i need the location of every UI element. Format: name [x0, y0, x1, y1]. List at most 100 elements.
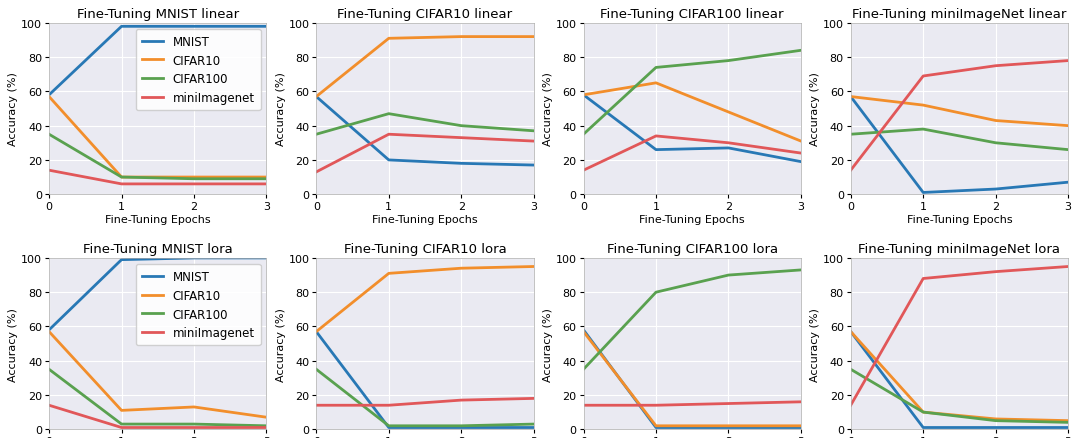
miniImagenet [188, 182, 201, 187]
CIFAR10 [795, 423, 808, 428]
miniImagenet [917, 276, 930, 282]
MNIST [989, 187, 1002, 192]
Line: CIFAR100: CIFAR100 [851, 369, 1068, 422]
CIFAR10 [310, 95, 323, 100]
Title: Fine-Tuning CIFAR10 lora: Fine-Tuning CIFAR10 lora [343, 243, 507, 256]
Line: CIFAR100: CIFAR100 [583, 51, 801, 135]
MNIST [723, 425, 735, 430]
CIFAR100 [723, 273, 735, 278]
CIFAR100 [1062, 420, 1075, 425]
Y-axis label: Accuracy (%): Accuracy (%) [9, 307, 18, 381]
miniImagenet [577, 403, 590, 408]
CIFAR100 [723, 59, 735, 64]
CIFAR100 [917, 410, 930, 415]
miniImagenet [723, 141, 735, 146]
Title: Fine-Tuning MNIST lora: Fine-Tuning MNIST lora [83, 243, 232, 256]
CIFAR10 [577, 329, 590, 335]
miniImagenet [723, 401, 735, 406]
CIFAR10 [260, 415, 273, 420]
CIFAR100 [989, 418, 1002, 423]
Line: MNIST: MNIST [316, 332, 534, 427]
MNIST [310, 95, 323, 100]
Line: CIFAR100: CIFAR100 [583, 270, 801, 369]
CIFAR100 [845, 367, 858, 372]
Line: miniImagenet: miniImagenet [316, 399, 534, 405]
Title: Fine-Tuning miniImageNet lora: Fine-Tuning miniImageNet lora [859, 243, 1061, 256]
MNIST [455, 161, 468, 166]
miniImagenet [649, 134, 662, 139]
MNIST [795, 159, 808, 165]
Line: CIFAR10: CIFAR10 [851, 332, 1068, 420]
X-axis label: Fine-Tuning Epochs: Fine-Tuning Epochs [373, 215, 477, 224]
miniImagenet [1062, 264, 1075, 269]
MNIST [1062, 180, 1075, 185]
CIFAR10 [382, 271, 395, 276]
miniImagenet [260, 182, 273, 187]
CIFAR100 [382, 423, 395, 428]
Line: CIFAR10: CIFAR10 [851, 97, 1068, 127]
Line: MNIST: MNIST [316, 97, 534, 166]
CIFAR100 [1062, 148, 1075, 153]
CIFAR10 [649, 423, 662, 428]
miniImagenet [795, 151, 808, 156]
CIFAR100 [455, 423, 468, 428]
MNIST [260, 25, 273, 30]
Line: CIFAR100: CIFAR100 [49, 135, 267, 179]
CIFAR10 [845, 95, 858, 100]
Title: Fine-Tuning MNIST linear: Fine-Tuning MNIST linear [77, 8, 239, 21]
CIFAR10 [989, 417, 1002, 422]
Y-axis label: Accuracy (%): Accuracy (%) [543, 307, 553, 381]
miniImagenet [382, 403, 395, 408]
MNIST [310, 329, 323, 335]
Y-axis label: Accuracy (%): Accuracy (%) [543, 72, 553, 146]
Line: miniImagenet: miniImagenet [49, 171, 267, 184]
CIFAR10 [116, 175, 129, 180]
MNIST [188, 25, 201, 30]
Line: CIFAR100: CIFAR100 [316, 369, 534, 426]
miniImagenet [917, 74, 930, 79]
CIFAR10 [188, 175, 201, 180]
CIFAR100 [116, 175, 129, 180]
CIFAR100 [649, 290, 662, 295]
MNIST [989, 425, 1002, 430]
CIFAR10 [455, 35, 468, 40]
CIFAR100 [42, 132, 55, 138]
Line: CIFAR10: CIFAR10 [49, 97, 267, 178]
MNIST [649, 425, 662, 430]
CIFAR10 [723, 110, 735, 115]
CIFAR100 [188, 177, 201, 182]
MNIST [260, 256, 273, 261]
Title: Fine-Tuning CIFAR100 lora: Fine-Tuning CIFAR100 lora [607, 243, 778, 256]
Line: MNIST: MNIST [49, 258, 267, 330]
miniImagenet [527, 139, 540, 145]
miniImagenet [116, 182, 129, 187]
X-axis label: Fine-Tuning Epochs: Fine-Tuning Epochs [105, 215, 211, 224]
MNIST [845, 329, 858, 335]
CIFAR100 [795, 49, 808, 54]
Line: CIFAR100: CIFAR100 [49, 369, 267, 426]
CIFAR100 [260, 423, 273, 428]
Y-axis label: Accuracy (%): Accuracy (%) [810, 307, 820, 381]
miniImagenet [989, 269, 1002, 275]
CIFAR100 [382, 112, 395, 117]
Line: miniImagenet: miniImagenet [851, 61, 1068, 171]
CIFAR100 [455, 124, 468, 129]
CIFAR10 [310, 329, 323, 335]
Line: CIFAR10: CIFAR10 [49, 332, 267, 417]
CIFAR100 [795, 268, 808, 273]
miniImagenet [649, 403, 662, 408]
CIFAR10 [989, 119, 1002, 124]
Legend: MNIST, CIFAR10, CIFAR100, miniImagenet: MNIST, CIFAR10, CIFAR100, miniImagenet [136, 30, 260, 111]
MNIST [382, 425, 395, 430]
miniImagenet [527, 396, 540, 401]
Line: MNIST: MNIST [583, 330, 801, 427]
CIFAR100 [42, 367, 55, 372]
CIFAR10 [1062, 418, 1075, 423]
CIFAR100 [989, 141, 1002, 146]
MNIST [577, 328, 590, 333]
CIFAR100 [116, 421, 129, 427]
MNIST [649, 148, 662, 153]
Y-axis label: Accuracy (%): Accuracy (%) [810, 72, 820, 146]
Line: MNIST: MNIST [851, 97, 1068, 193]
miniImagenet [1062, 59, 1075, 64]
